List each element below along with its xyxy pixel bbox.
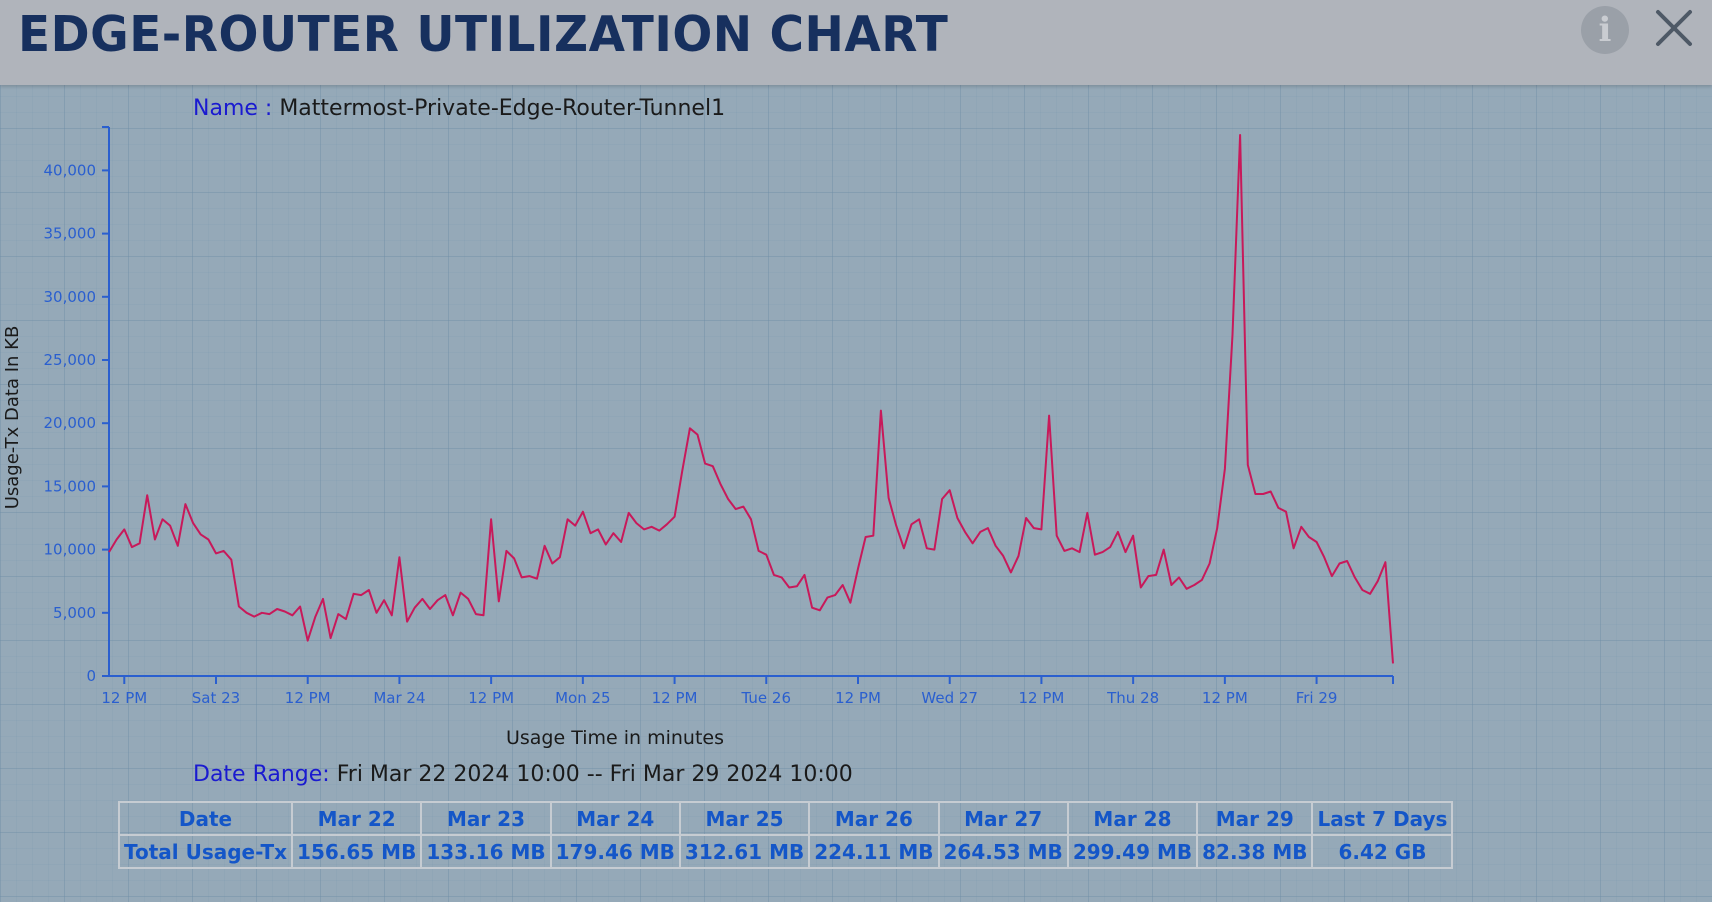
summary-value-cell: 224.11 MB	[808, 834, 940, 869]
y-tick-label: 40,000	[44, 161, 97, 179]
date-range: Date Range: Fri Mar 22 2024 10:00 -- Fri…	[193, 762, 853, 787]
summary-header-cell: Mar 24	[549, 801, 681, 836]
summary-header-cell: Mar 26	[808, 801, 940, 836]
info-icon[interactable]: i	[1581, 6, 1629, 54]
summary-header-cell: Last 7 Days	[1311, 801, 1454, 836]
summary-value-cell: 299.49 MB	[1066, 834, 1199, 869]
x-tick-label: Tue 26	[741, 689, 791, 707]
summary-header-cell: Mar 27	[937, 801, 1069, 836]
summary-value-row: Total Usage-Tx 156.65 MB 133.16 MB 179.4…	[117, 834, 1454, 869]
summary-header-cell: Mar 29	[1196, 801, 1314, 836]
summary-value-cell: 179.46 MB	[549, 834, 681, 869]
x-tick-label: Sat 23	[192, 689, 240, 707]
x-tick-label: 12 PM	[652, 689, 698, 707]
summary-header-cell: Mar 23	[420, 801, 552, 836]
summary-value-cell: 312.61 MB	[678, 834, 811, 869]
summary-value-cell: 6.42 GB	[1311, 834, 1454, 869]
usage-line-chart: 0 5,000 10,000 15,000 20,000 25,000 30,000 35,0…	[2, 126, 1394, 749]
usage-series-line	[108, 134, 1394, 664]
date-range-label: Date Range:	[193, 762, 330, 787]
y-tick-label: 15,000	[44, 477, 97, 495]
summary-value-cell: 264.53 MB	[937, 834, 1069, 869]
header-bar: EDGE-ROUTER UTILIZATION CHART i	[0, 0, 1712, 85]
x-tick-label: 12 PM	[835, 689, 881, 707]
summary-value-cell: 156.65 MB	[291, 834, 423, 869]
y-tick-label: 10,000	[44, 541, 97, 559]
y-axis-label: Usage-Tx Data In KB	[2, 326, 23, 510]
x-tick-label: Wed 27	[921, 689, 978, 707]
y-tick-label: 5,000	[53, 604, 96, 622]
summary-header-cell: Mar 28	[1066, 801, 1199, 836]
summary-header-row: Date Mar 22 Mar 23 Mar 24 Mar 25 Mar 26 …	[117, 801, 1454, 836]
y-tick-label: 25,000	[44, 351, 97, 369]
x-tick-label: Mon 25	[555, 689, 610, 707]
summary-header-cell: Mar 25	[678, 801, 811, 836]
x-tick-label: 12 PM	[1019, 689, 1065, 707]
router-name-value: Mattermost-Private-Edge-Router-Tunnel1	[279, 96, 726, 121]
page-title: EDGE-ROUTER UTILIZATION CHART	[18, 6, 949, 64]
x-tick-label: 12 PM	[101, 689, 147, 707]
x-axis-label: Usage Time in minutes	[506, 727, 724, 749]
x-tick-label: Fri 29	[1296, 689, 1338, 707]
summary-value-cell: 133.16 MB	[420, 834, 552, 869]
summary-header-cell: Date	[117, 801, 294, 836]
summary-value-cell: 82.38 MB	[1196, 834, 1314, 869]
y-tick-label: 30,000	[44, 288, 97, 306]
x-tick-label: Thu 28	[1106, 689, 1159, 707]
summary-header-cell: Mar 22	[291, 801, 423, 836]
date-range-value: Fri Mar 22 2024 10:00 -- Fri Mar 29 2024…	[336, 762, 853, 787]
router-name: Name : Mattermost-Private-Edge-Router-Tu…	[193, 96, 725, 121]
usage-summary-table: Date Mar 22 Mar 23 Mar 24 Mar 25 Mar 26 …	[117, 801, 1454, 869]
x-tick-label: 12 PM	[1202, 689, 1248, 707]
router-name-label: Name :	[193, 96, 273, 121]
y-tick-label: 20,000	[44, 414, 97, 432]
x-tick-label: 12 PM	[468, 689, 514, 707]
x-tick-label: Mar 24	[373, 689, 425, 707]
close-icon[interactable]	[1652, 6, 1696, 50]
y-tick-label: 35,000	[44, 225, 97, 243]
summary-value-cell: Total Usage-Tx	[117, 834, 294, 869]
y-tick-label: 0	[86, 667, 96, 685]
x-tick-label: 12 PM	[285, 689, 331, 707]
